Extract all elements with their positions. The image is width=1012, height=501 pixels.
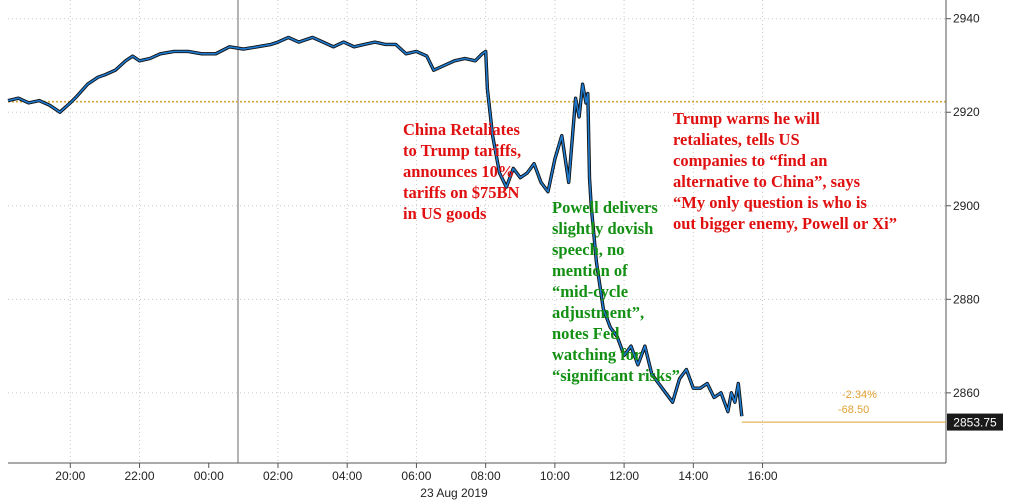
x-tick-label: 10:00	[540, 469, 570, 483]
annotation-line: notes Fed	[552, 324, 619, 343]
annotation-line: announces 10%	[403, 162, 514, 181]
y-axis-ticks: 2860 2880 2900 2920 2940	[946, 12, 980, 400]
annotation-line: speech, no	[552, 240, 624, 259]
annotation-line: to Trump tariffs,	[403, 141, 521, 160]
change-percent-label: -2.34%	[842, 389, 877, 401]
annotation-line: Powell delivers	[552, 198, 658, 217]
x-axis-ticks: 20:00 22:00 00:00 02:00 04:00 06:00 08:00 10:00…	[55, 463, 778, 483]
y-tick-label: 2880	[953, 292, 980, 306]
last-price-box	[947, 413, 1003, 431]
y-tick-label: 2940	[953, 12, 980, 26]
grid-lines	[8, 0, 946, 463]
annotation-line: companies to “find an	[673, 151, 827, 170]
x-tick-label: 22:00	[125, 469, 155, 483]
x-tick-label: 12:00	[609, 469, 639, 483]
plot-background	[8, 0, 946, 463]
price-line	[7, 36, 743, 417]
annotation-line: retaliates, tells US	[673, 130, 800, 149]
annotation-line: China Retaliates	[403, 120, 520, 139]
annotation-line: in US goods	[403, 204, 487, 223]
annotation-line: mention of	[552, 261, 628, 280]
last-price-label: 2853.75	[953, 416, 997, 430]
x-tick-label: 20:00	[55, 469, 85, 483]
annotation-line: adjustment”,	[552, 303, 644, 322]
annotation-line: tariffs on $75BN	[403, 183, 519, 202]
change-points-label: -68.50	[838, 404, 869, 416]
annotation-line: slightly dovish	[552, 219, 653, 238]
annotation-line: alternative to China”, says	[673, 172, 861, 191]
y-tick-label: 2920	[953, 105, 980, 119]
x-tick-label: 16:00	[748, 469, 778, 483]
annotation-line: watching for	[552, 345, 641, 364]
x-axis-date-label: 23 Aug 2019	[420, 486, 488, 500]
x-tick-label: 02:00	[263, 469, 293, 483]
annotation-line: “mid-cycle	[552, 282, 628, 301]
x-tick-label: 08:00	[471, 469, 501, 483]
annotation-line: Trump warns he will	[673, 109, 820, 128]
y-tick-label: 2900	[953, 199, 980, 213]
x-tick-label: 04:00	[332, 469, 362, 483]
annotations: China Retaliates to Trump tariffs, announc…	[403, 109, 897, 385]
y-tick-label: 2860	[953, 386, 980, 400]
x-tick-label: 00:00	[194, 469, 224, 483]
annotation-line: “My only question is who is	[673, 193, 867, 212]
x-tick-label: 14:00	[678, 469, 708, 483]
annotation-line: out bigger enemy, Powell or Xi”	[673, 214, 897, 233]
x-tick-label: 06:00	[401, 469, 431, 483]
annotation-line: “significant risks”	[552, 366, 680, 385]
